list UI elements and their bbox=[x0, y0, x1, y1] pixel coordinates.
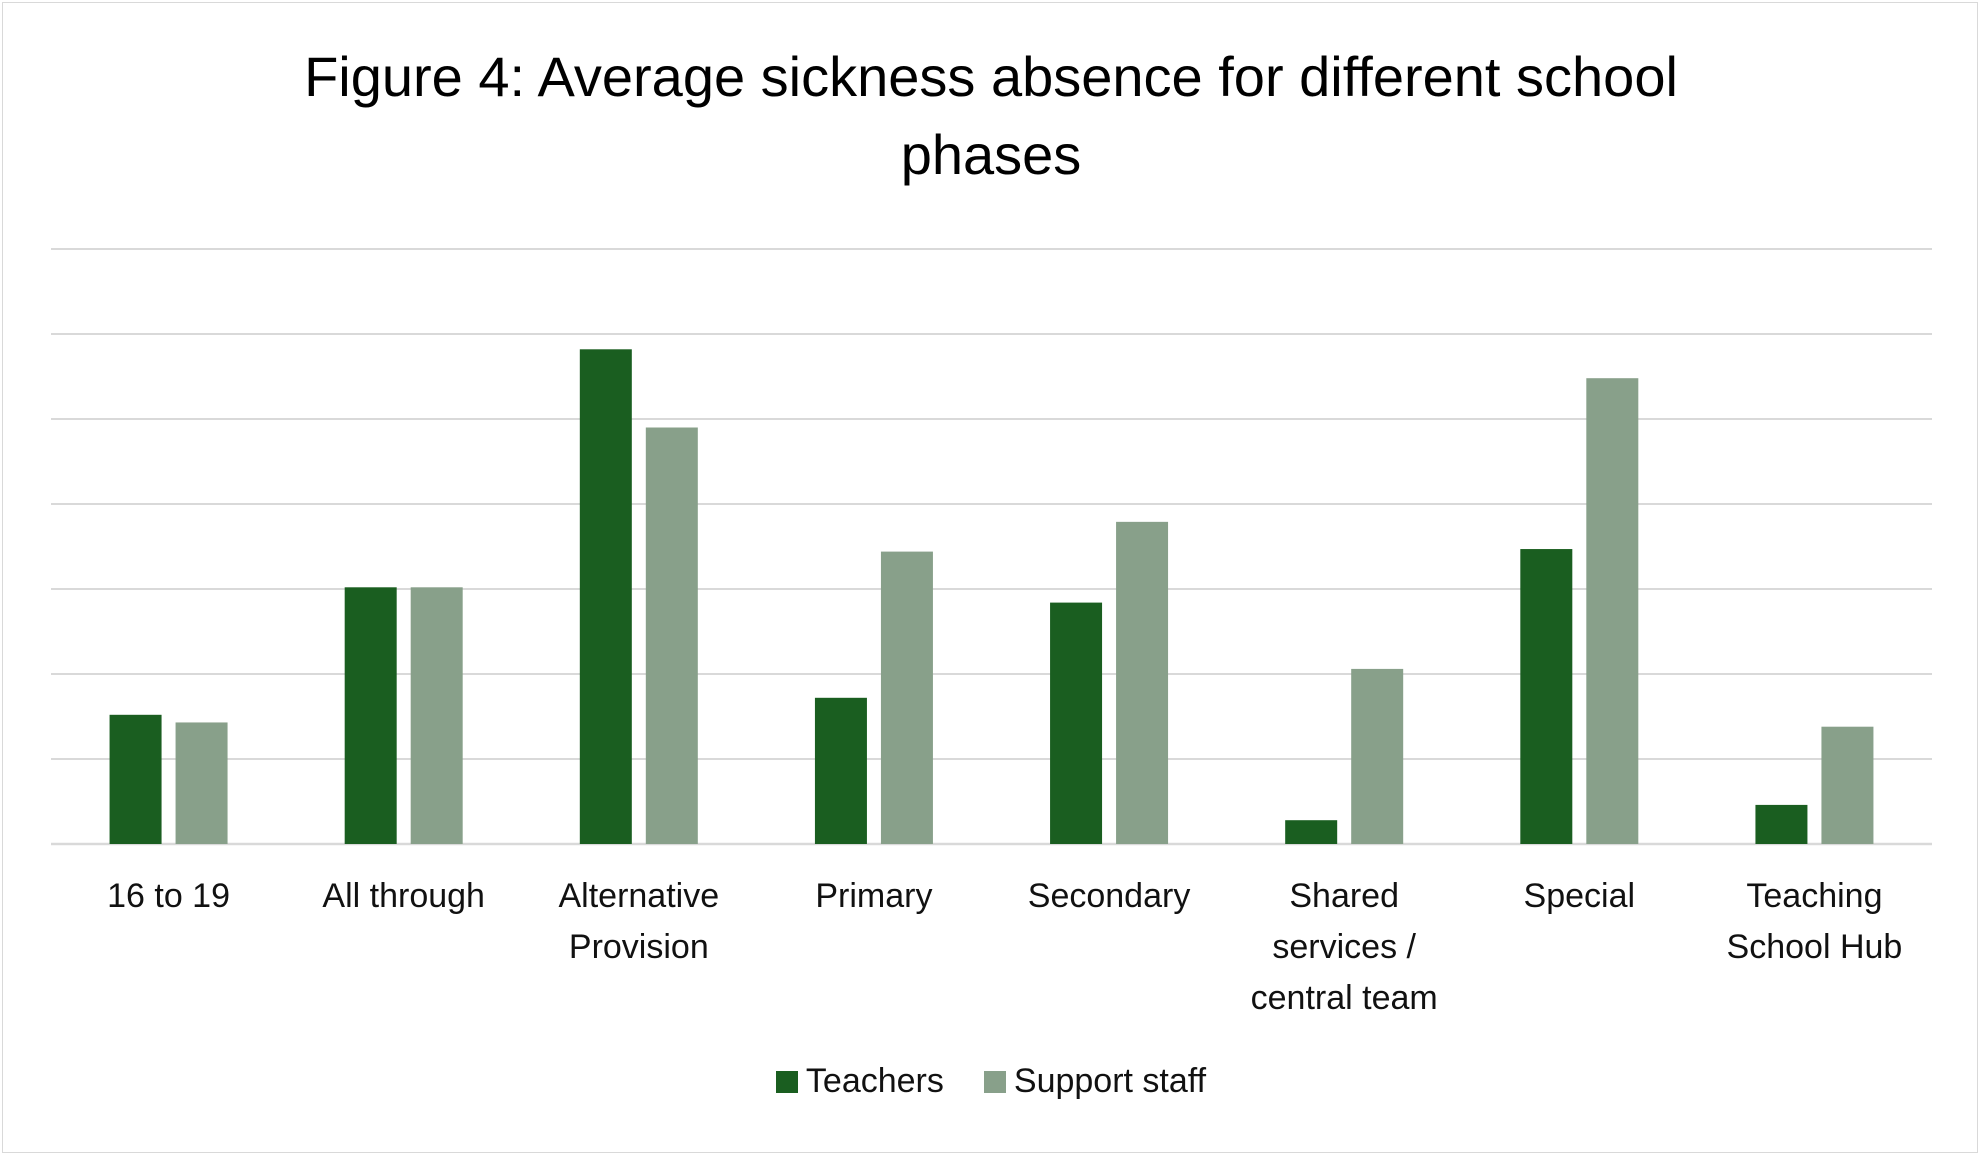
bar-teachers bbox=[344, 587, 397, 844]
legend-label-support-staff: Support staff bbox=[1013, 1062, 1207, 1100]
x-tick-label-line: School Hub bbox=[1727, 928, 1903, 966]
x-tick-label: Primary bbox=[815, 877, 932, 915]
x-tick-label: Secondary bbox=[1028, 877, 1191, 915]
x-tick-label-line: Provision bbox=[569, 928, 709, 966]
x-tick-label: Shared services / central team bbox=[1251, 877, 1438, 1017]
x-tick-label-line: Teaching bbox=[1746, 877, 1882, 915]
x-tick-label: 16 to 19 bbox=[107, 877, 230, 915]
chart-title: Figure 4: Average sickness absence for d… bbox=[0, 38, 1982, 194]
legend-label-teachers: Teachers bbox=[805, 1062, 944, 1100]
x-tick-label-line: central team bbox=[1251, 979, 1438, 1017]
chart-title-line-1: Figure 4: Average sickness absence for d… bbox=[304, 45, 1678, 108]
bar-teachers bbox=[579, 349, 632, 844]
chart-title-line-2: phases bbox=[900, 123, 1082, 186]
bar-teachers bbox=[109, 714, 162, 844]
x-tick-label-line: Alternative bbox=[558, 877, 719, 915]
bar-support-staff bbox=[1351, 668, 1404, 844]
x-tick-label-line: services / bbox=[1272, 928, 1416, 966]
bar-teachers bbox=[814, 697, 867, 844]
x-tick-label-line: Primary bbox=[815, 877, 932, 915]
x-tick-label-line: All through bbox=[322, 877, 485, 915]
x-tick-label-line: Secondary bbox=[1028, 877, 1191, 915]
bar-support-staff bbox=[1586, 378, 1639, 844]
bar-support-staff bbox=[1821, 726, 1874, 844]
x-tick-label-line: Shared bbox=[1289, 877, 1399, 915]
bar-support-staff bbox=[1116, 521, 1169, 844]
x-tick-label: Teaching School Hub bbox=[1727, 877, 1903, 966]
legend-item-teachers: Teachers bbox=[775, 1062, 944, 1101]
bar-teachers bbox=[1520, 549, 1573, 844]
x-tick-label: All through bbox=[322, 877, 485, 915]
bar-teachers bbox=[1755, 804, 1808, 844]
legend-item-support-staff: Support staff bbox=[983, 1062, 1207, 1101]
x-tick-label-line: 16 to 19 bbox=[107, 877, 230, 915]
bar-support-staff bbox=[880, 551, 933, 844]
x-tick-label-line: Special bbox=[1524, 877, 1636, 915]
bar-support-staff bbox=[645, 427, 698, 844]
x-tick-label: Special bbox=[1524, 877, 1636, 915]
bar-teachers bbox=[1050, 602, 1103, 844]
legend: Teachers Support staff bbox=[0, 1062, 1982, 1101]
bar-teachers bbox=[1285, 820, 1338, 844]
x-tick-label: Alternative Provision bbox=[558, 877, 719, 966]
legend-swatch-support-staff bbox=[983, 1070, 1006, 1093]
bar-support-staff bbox=[175, 722, 228, 844]
bar-support-staff bbox=[410, 587, 463, 844]
legend-swatch-teachers bbox=[775, 1070, 798, 1093]
